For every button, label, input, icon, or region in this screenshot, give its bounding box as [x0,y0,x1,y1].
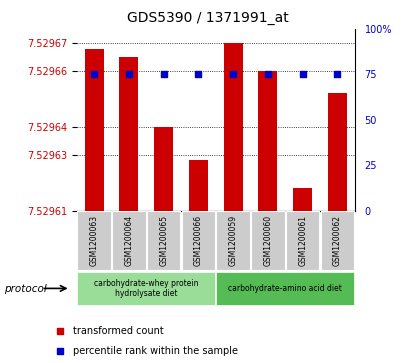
Point [230,72,237,77]
Text: GSM1200064: GSM1200064 [124,215,133,266]
Bar [328,93,347,211]
Text: GSM1200059: GSM1200059 [229,215,238,266]
Text: carbohydrate-whey protein
hydrolysate diet: carbohydrate-whey protein hydrolysate di… [94,279,198,298]
Bar [78,272,215,305]
Text: GSM1200061: GSM1200061 [298,215,307,266]
Text: GSM1200065: GSM1200065 [159,215,168,266]
Point [91,72,98,77]
Text: GSM1200066: GSM1200066 [194,215,203,266]
Bar [112,211,146,270]
Bar [224,43,243,211]
Bar [321,211,354,270]
Bar [120,57,139,211]
Point [126,72,132,77]
Bar [286,211,320,270]
Point [195,72,202,77]
Bar [293,188,312,211]
Text: GDS5390 / 1371991_at: GDS5390 / 1371991_at [127,11,288,25]
Bar [217,211,250,270]
Bar [147,211,181,270]
Bar [251,211,285,270]
Point [160,72,167,77]
Text: GSM1200062: GSM1200062 [333,215,342,266]
Bar [78,211,111,270]
Point [265,72,271,77]
Text: GSM1200063: GSM1200063 [90,215,99,266]
Point [303,257,310,262]
Bar [182,211,215,270]
Point [334,72,341,77]
Text: transformed count: transformed count [73,326,164,336]
Bar [154,127,173,211]
Point [303,75,310,81]
Text: percentile rank within the sample: percentile rank within the sample [73,346,238,356]
Bar [259,71,278,211]
Bar [217,272,354,305]
Bar [189,160,208,211]
Point [299,72,306,77]
Bar [85,49,104,211]
Text: protocol: protocol [4,284,47,294]
Text: carbohydrate-amino acid diet: carbohydrate-amino acid diet [228,284,342,293]
Text: GSM1200060: GSM1200060 [264,215,272,266]
